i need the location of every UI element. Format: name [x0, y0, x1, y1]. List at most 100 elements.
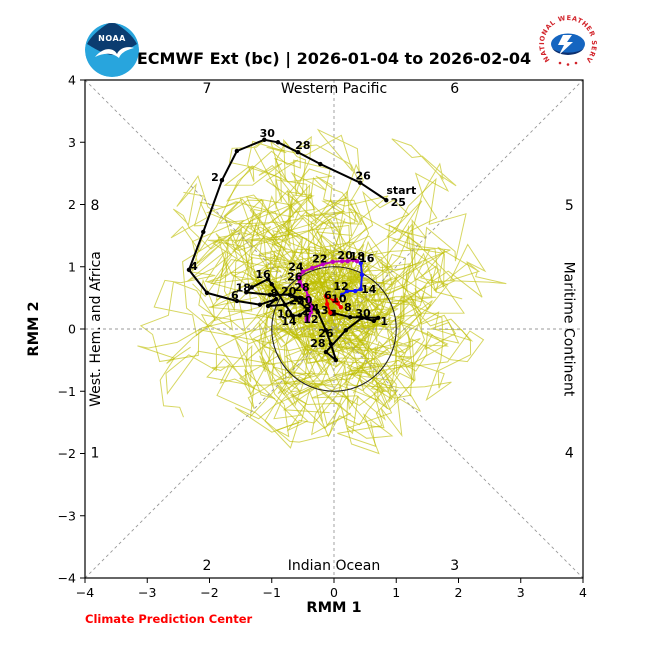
observed-rmm-marker: [318, 161, 323, 167]
forecast-days-8-13-marker: [352, 288, 358, 294]
phase-label-2: 2: [203, 558, 212, 574]
observed-rmm-marker: [201, 229, 206, 235]
observed-rmm-line: [188, 138, 387, 362]
y-tick-label: −3: [58, 508, 76, 523]
observed-rmm-day-label: 1: [380, 315, 388, 328]
forecast-days-14-31-day-label: 28: [294, 281, 309, 294]
observed-rmm-marker: [244, 290, 249, 295]
y-tick-label: −2: [58, 446, 76, 461]
plot-frame: [84, 79, 584, 579]
phase-label-5: 5: [565, 198, 574, 214]
observed-rmm-day-label: 16: [255, 268, 271, 281]
observed-rmm-marker: [297, 313, 302, 318]
observed-rmm-marker: [328, 341, 334, 347]
nws-dot: [566, 63, 570, 66]
phase-guides-layer: [84, 79, 584, 579]
observed-rmm-marker: [323, 328, 329, 333]
forecast-days-14-31-marker: [351, 257, 356, 263]
observed-rmm-day-label: 28: [310, 337, 325, 350]
ensemble-members: [245, 269, 365, 398]
observed-rmm-day-label: 8: [270, 287, 278, 300]
observed-rmm-marker: [282, 302, 288, 307]
observed-rmm-marker: [295, 150, 301, 155]
observed-rmm-day-label: 3: [321, 304, 329, 317]
observed-rmm-marker: [293, 297, 299, 302]
nws-lightning-icon: [558, 35, 573, 55]
forecast-days-14-31-day-label: 24: [288, 261, 304, 274]
nws-dot: [558, 61, 562, 65]
phase-label-6: 6: [450, 81, 459, 97]
forecast-days-14-31-marker: [307, 300, 312, 305]
forecast-days-14-31-marker: [339, 258, 345, 264]
y-tick-label: 3: [68, 135, 76, 150]
region-label: West. Hem. and Africa: [88, 251, 104, 407]
forecast-days-14-31-marker: [320, 262, 325, 267]
region-label: Maritime Continent: [560, 262, 576, 397]
nws-dot: [574, 61, 578, 65]
observed-rmm-marker: [267, 292, 273, 297]
observed-rmm-day-label: 26: [355, 170, 371, 183]
observed-rmm-marker: [343, 328, 349, 333]
observed-rmm-marker: [333, 357, 339, 363]
weak-mjo-circle: [271, 266, 397, 392]
ensemble-members: [284, 277, 457, 401]
x-tick-label: −3: [138, 585, 156, 600]
noaa-logo: NOAA: [85, 23, 139, 77]
ensemble-members: [258, 252, 463, 429]
y-tick-label: 2: [68, 197, 76, 212]
y-axis-label: RMM 2: [26, 301, 42, 356]
forecast-days-14-31-day-label: 22: [312, 252, 327, 265]
forecast-days-8-13-marker: [344, 288, 350, 294]
forecast-days-14-31-marker: [300, 269, 306, 274]
observed-rmm-marker: [234, 148, 240, 154]
observed-rmm-marker: [297, 295, 302, 301]
forecast-days-14-31-marker: [330, 259, 335, 264]
region-label: Indian Ocean: [288, 558, 380, 574]
forecast-days-14-31-end-marker: [304, 316, 310, 322]
observed-rmm-day-label: 14: [281, 315, 297, 328]
x-tick-label: −1: [263, 585, 281, 600]
forecast-days-14-31-marker: [305, 293, 311, 299]
trajectory-layer: [186, 137, 389, 363]
forecast-days-1-7-marker: [333, 297, 339, 302]
observed-rmm-marker: [273, 296, 279, 302]
observed-rmm-marker: [375, 315, 381, 320]
forecast-days-8-13-marker: [359, 272, 365, 278]
observed-rmm-marker: [219, 178, 225, 183]
observed-rmm-day-label: 6: [231, 289, 239, 302]
noaa-logo-shield: [87, 23, 137, 55]
start-annotation: start: [386, 184, 416, 197]
forecast-days-14-31-marker: [308, 305, 314, 310]
observed-rmm-day-label: 10: [277, 308, 293, 321]
y-tick-label: −1: [58, 384, 76, 399]
observed-rmm-marker: [347, 314, 353, 320]
forecast-days-1-7-day-label: 6: [324, 289, 332, 302]
phase-label-4: 4: [565, 445, 574, 461]
x-tick-label: 0: [330, 585, 338, 600]
ensemble-members: [172, 174, 347, 310]
forecast-days-1-7-marker: [323, 293, 329, 299]
observed-rmm-marker: [234, 298, 240, 304]
observed-rmm-marker: [315, 309, 321, 315]
forecast-days-8-13-marker: [358, 286, 363, 292]
chart-title: ECMWF Ext (bc) | 2026-01-04 to 2026-02-0…: [137, 49, 531, 69]
x-tick-label: 2: [455, 585, 463, 600]
forecast-days-14-31-marker: [303, 287, 309, 292]
observed-rmm-day-label: 25: [391, 196, 406, 209]
observed-rmm-day-label: 4: [190, 260, 198, 273]
observed-rmm-day-label: 30: [355, 307, 371, 320]
forecast-days-14-31-day-label: 20: [337, 249, 353, 262]
phase-label-3: 3: [450, 558, 459, 574]
observed-rmm-marker: [249, 285, 255, 290]
ensemble-members: [198, 210, 342, 332]
x-axis-label: RMM 1: [306, 600, 361, 616]
observed-rmm-marker: [186, 267, 192, 273]
forecast-days-14-31-marker: [300, 283, 306, 289]
observed-rmm-day-label: 2: [211, 171, 219, 184]
forecast-days-8-13-day-label: 14: [361, 283, 377, 296]
forecast-days-14-31-marker: [354, 258, 360, 264]
